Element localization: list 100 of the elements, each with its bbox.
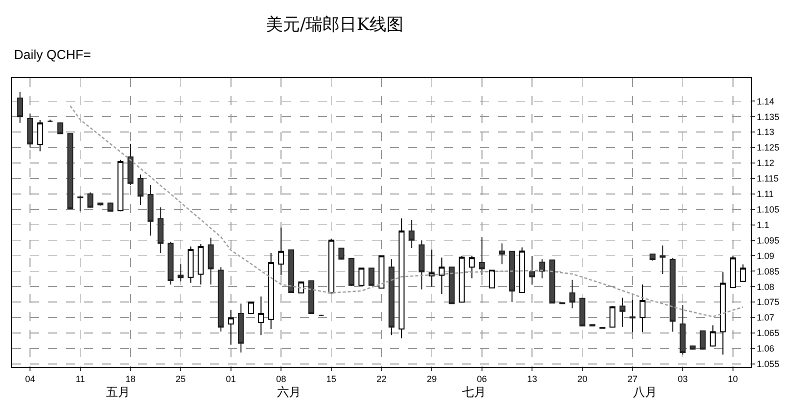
candlestick [589, 324, 596, 327]
x-tick-label: 25 [176, 374, 186, 384]
candlestick [630, 299, 636, 333]
candlestick [549, 260, 556, 304]
candlestick [519, 246, 526, 294]
candlestick [27, 113, 34, 148]
candlestick [740, 264, 746, 282]
candlestick [218, 266, 224, 332]
candlestick [670, 257, 676, 332]
x-tick-label: 29 [426, 374, 437, 384]
candlestick [599, 326, 606, 330]
candlestick [298, 280, 304, 294]
candlestick [138, 174, 144, 206]
y-tick-label: 1.13 [756, 127, 774, 138]
candlestick [378, 254, 384, 289]
candlestick [418, 240, 425, 290]
y-tick-label: 1.11 [756, 189, 774, 200]
x-tick-label: 15 [326, 374, 336, 384]
y-tick-label: 1.085 [756, 266, 780, 276]
candlestick [128, 143, 134, 186]
candlestick [569, 279, 576, 309]
x-tick-label: 06 [476, 374, 487, 384]
text: 六月 [277, 385, 301, 399]
candlestick [17, 91, 23, 124]
text: 七月 [462, 385, 486, 399]
candlestick [158, 206, 164, 254]
candlestick [579, 297, 586, 326]
candlestick [208, 237, 214, 285]
y-tick-label: 1.055 [756, 359, 780, 370]
candlestick [238, 303, 244, 353]
chart-title: 美元/瑞郎日K线图 [266, 14, 404, 35]
candlestick [539, 258, 546, 279]
candlestick [148, 184, 154, 236]
y-tick-label: 1.09 [756, 250, 774, 261]
x-tick-label: 10 [728, 374, 738, 384]
candlestick [620, 297, 626, 328]
y-tick-label: 1.075 [756, 297, 780, 308]
candlestick [478, 236, 485, 276]
candlestick [168, 241, 174, 285]
candlestick [188, 246, 194, 284]
candlestick [97, 202, 104, 206]
x-tick-label: 08 [276, 374, 286, 384]
candlestick [67, 132, 74, 210]
candlestick [338, 247, 344, 260]
candlestick [388, 258, 394, 336]
y-tick-label: 1.125 [756, 142, 780, 153]
candlestick [609, 306, 616, 328]
x-tick-label: 11 [76, 374, 85, 384]
y-tick-label: 1.095 [756, 235, 780, 246]
candlestick [509, 250, 515, 303]
candlestick [408, 219, 415, 248]
x-tick-label: 20 [577, 374, 588, 384]
candlestick [468, 255, 475, 279]
x-tick-label: 01 [226, 374, 236, 384]
candlestick [710, 324, 716, 348]
candlestick [428, 249, 435, 288]
candlestick [438, 257, 445, 295]
text: 五月 [106, 385, 130, 399]
x-tick-label: 13 [527, 374, 538, 384]
candlestick [77, 194, 84, 212]
y-tick-label: 1.065 [756, 328, 780, 338]
y-tick-label: 1.08 [756, 282, 774, 292]
candlestick [700, 330, 706, 350]
candlestick [499, 242, 505, 265]
candlestick [358, 268, 364, 286]
y-tick-label: 1.105 [756, 204, 780, 215]
candlestick [288, 249, 294, 294]
candlestick [37, 120, 44, 152]
candlestick [650, 253, 656, 262]
y-tick-label: 1.06 [756, 344, 774, 354]
x-tick-label: 04 [25, 374, 36, 384]
candlestick [47, 119, 54, 122]
x-tick-label: 22 [376, 374, 387, 384]
x-tick-label: 03 [678, 374, 688, 384]
candlestick [278, 227, 284, 276]
y-tick-label: 1.1 [756, 220, 770, 230]
candlestick [328, 238, 334, 294]
candlestick [680, 304, 686, 356]
candlestick [448, 266, 455, 304]
candlestick [258, 296, 264, 336]
candlestick [248, 302, 254, 314]
candlestick [348, 257, 354, 287]
candlestick [640, 284, 646, 333]
y-tick-label: 1.115 [756, 174, 779, 184]
candlestick [198, 243, 204, 285]
candlestick [57, 122, 64, 135]
y-tick-label: 1.07 [756, 312, 774, 323]
candlestick [117, 159, 124, 212]
x-tick-label: 27 [628, 374, 638, 384]
candlestick [660, 245, 666, 274]
y-tick-label: 1.14 [756, 96, 774, 106]
candlestick [720, 272, 726, 356]
candlestick [529, 256, 536, 285]
x-tick-label: 18 [125, 374, 136, 384]
candlestick [178, 264, 184, 282]
y-tick-label: 1.12 [756, 158, 774, 168]
candlestick [228, 309, 234, 346]
candlestick [268, 252, 274, 330]
candlestick [488, 270, 495, 288]
candlestick [458, 256, 465, 303]
